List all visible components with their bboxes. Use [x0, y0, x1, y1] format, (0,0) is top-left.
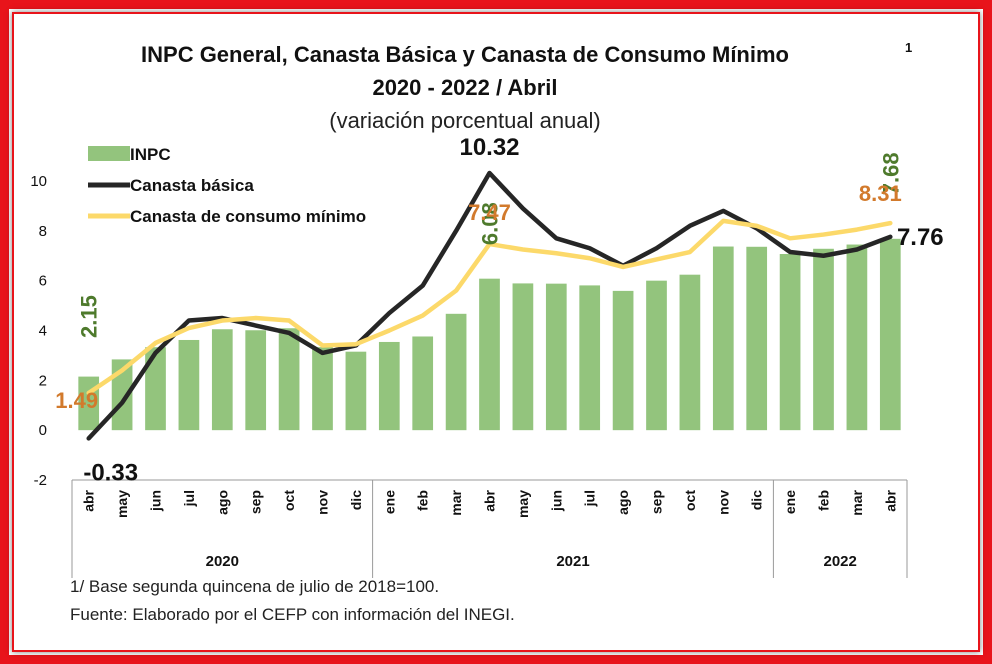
year-label: 2022	[824, 553, 857, 570]
bar-inpc	[479, 278, 500, 431]
legend: INPC Canasta básica Canasta de consumo m…	[88, 145, 366, 226]
x-tick-label: abr	[882, 489, 898, 511]
legend-label-inpc: INPC	[130, 145, 171, 164]
x-tick-label: jul	[181, 490, 197, 507]
year-label: 2021	[556, 553, 589, 570]
footnote-base: 1/ Base segunda quincena de julio de 201…	[70, 577, 439, 596]
x-tick-label: abr	[81, 489, 97, 511]
bar-inpc	[278, 328, 300, 431]
bar-inpc	[712, 246, 734, 431]
x-tick-label: dic	[749, 490, 765, 510]
x-tick-label: nov	[315, 490, 331, 515]
x-tick-label: feb	[816, 490, 832, 511]
x-tick-label: sep	[649, 490, 665, 514]
bar-inpc	[445, 313, 467, 431]
bar-inpc	[178, 339, 200, 431]
bar-inpc	[846, 244, 868, 431]
line-canasta-consumo-minimo	[86, 218, 893, 396]
x-tick-label: mar	[448, 489, 464, 515]
legend-label-canasta-basica: Canasta básica	[130, 176, 254, 195]
chart-title-period: 2020 - 2022 / Abril	[372, 75, 557, 100]
data-label-inpc: 2.15	[77, 295, 102, 338]
footnote-source: Fuente: Elaborado por el CEFP con inform…	[70, 605, 515, 624]
bar-inpc	[312, 347, 333, 431]
title-footnote-mark: 1	[905, 40, 912, 55]
x-tick-label: may	[515, 490, 531, 518]
data-label-inpc: 7.68	[878, 152, 903, 195]
bar-inpc	[345, 351, 367, 431]
bar-inpc	[746, 246, 768, 431]
bar-inpc	[211, 329, 233, 431]
x-tick-label: jun	[148, 490, 164, 512]
legend-swatch-inpc	[88, 146, 130, 161]
bar-inpc	[679, 274, 701, 431]
bar-inpc	[378, 341, 400, 431]
data-labels: 2.15 6.08 7.68 -0.33 10.32 7.76 1.49 7.47 8.31	[55, 134, 943, 486]
bar-inpc	[111, 359, 133, 431]
bar-inpc	[545, 283, 567, 431]
legend-label-canasta-consumo-minimo: Canasta de consumo mínimo	[130, 207, 366, 226]
x-tick-label: sep	[248, 490, 264, 514]
x-tick-label: ago	[615, 490, 631, 515]
x-tick-label: oct	[682, 490, 698, 511]
data-label-canasta-basica: 7.76	[897, 224, 944, 251]
x-tick-label: nov	[715, 490, 731, 515]
y-tick-label: 4	[39, 323, 47, 340]
y-tick-label: -2	[34, 472, 47, 489]
y-axis: -2 0 2 4 6 8 10	[30, 173, 47, 489]
bar-inpc	[612, 290, 634, 431]
bar-inpc	[879, 238, 901, 431]
y-tick-label: 0	[39, 422, 47, 439]
y-tick-label: 10	[30, 173, 47, 190]
x-tick-label: may	[114, 490, 130, 518]
x-tick-label: feb	[415, 490, 431, 511]
chart-title: INPC General, Canasta Básica y Canasta d…	[141, 42, 789, 67]
bar-inpc	[813, 248, 834, 431]
data-label-canasta-consumo-minimo: 8.31	[859, 181, 902, 206]
series-lines	[86, 170, 893, 441]
x-tick-label: oct	[281, 490, 297, 511]
bar-inpc	[245, 330, 267, 431]
x-axis: abr may jun jul ago sep oct nov dic ene feb mar abr m…	[71, 479, 908, 578]
x-tick-label: dic	[348, 490, 364, 510]
x-tick-label: jul	[582, 490, 598, 507]
y-tick-label: 2	[39, 372, 47, 389]
data-label-canasta-consumo-minimo: 7.47	[468, 200, 511, 225]
data-label-canasta-basica: 10.32	[459, 134, 519, 161]
bar-inpc	[512, 283, 534, 431]
data-label-inpc: 6.08	[478, 202, 503, 245]
bar-inpc	[145, 347, 166, 431]
data-label-canasta-basica: -0.33	[83, 459, 138, 486]
inpc-bars	[78, 238, 901, 431]
bar-inpc	[646, 280, 667, 431]
x-tick-label: ene	[782, 490, 798, 514]
chart-subtitle: (variación porcentual anual)	[329, 108, 601, 133]
bar-inpc	[779, 254, 801, 431]
data-label-canasta-consumo-minimo: 1.49	[55, 388, 98, 413]
x-tick-label: mar	[849, 489, 865, 515]
x-tick-label: ene	[381, 490, 397, 514]
x-tick-label: abr	[482, 489, 498, 511]
year-label: 2020	[206, 553, 239, 570]
y-tick-label: 8	[39, 223, 47, 240]
bar-inpc	[579, 285, 601, 431]
y-tick-label: 6	[39, 273, 47, 290]
bar-inpc	[412, 336, 434, 431]
line-canasta-basica	[86, 170, 893, 441]
x-tick-label: jun	[548, 490, 564, 512]
x-tick-label: ago	[214, 490, 230, 515]
